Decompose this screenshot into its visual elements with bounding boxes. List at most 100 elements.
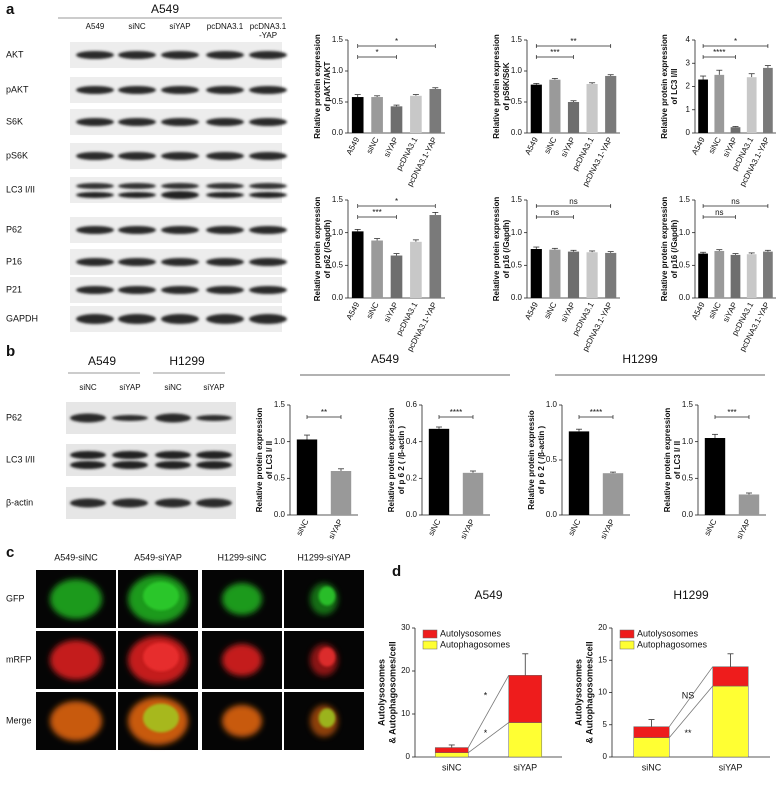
y-tick-label: 0.5 — [511, 260, 523, 269]
annotation: NS — [682, 691, 695, 701]
band — [206, 51, 244, 59]
bar — [530, 249, 542, 298]
y-tick-label: 0.0 — [332, 128, 344, 137]
band — [76, 226, 114, 234]
row-label: LC3 I/II — [6, 184, 35, 194]
lane-label: pcDNA3.1 — [207, 22, 244, 31]
y-axis-label: & Autophagosomes/cell — [387, 641, 397, 743]
blot-strip — [70, 177, 282, 203]
connector — [668, 685, 714, 738]
annotation: * — [484, 728, 488, 738]
y-tick-label: 0 — [406, 752, 411, 761]
bar-segment — [508, 675, 543, 723]
band — [118, 183, 156, 189]
y-axis-label: of pS6K/S6K — [502, 62, 511, 110]
y-tick-label: 1 — [686, 105, 691, 114]
band — [112, 415, 148, 421]
bar — [730, 127, 741, 133]
bar-segment — [633, 737, 670, 758]
y-axis-label: Relative protein expression — [313, 34, 322, 139]
band — [161, 152, 199, 160]
bar — [714, 250, 725, 298]
lane-label: pcDNA3.1 — [250, 22, 287, 31]
y-axis-label: of LC3 I/II — [670, 69, 679, 105]
significance: *** — [550, 48, 559, 57]
y-axis-label: Autolysosomes — [573, 659, 583, 726]
y-axis-label: of LC3 I/ II — [265, 441, 274, 479]
y-tick-label: 20 — [598, 623, 607, 632]
puncta — [318, 708, 336, 728]
y-tick-label: 0.0 — [546, 510, 558, 519]
band — [249, 51, 287, 59]
y-tick-label: 1.0 — [274, 437, 286, 446]
band — [76, 314, 114, 324]
band — [249, 286, 287, 294]
y-axis-label: Relative protein expression — [660, 197, 669, 302]
y-tick-label: 30 — [401, 623, 410, 632]
row-label: pS6K — [6, 150, 28, 160]
y-tick-label: 0.5 — [274, 473, 286, 482]
y-axis-label: Relative protein expression — [387, 408, 396, 513]
y-tick-label: 1.0 — [511, 66, 523, 75]
column-label: H1299-siYAP — [297, 552, 350, 562]
x-tick-label: siYAP — [719, 762, 743, 772]
y-axis-label: of p 6 2 ( /β-actin ) — [397, 425, 406, 494]
y-tick-label: 1.0 — [679, 228, 691, 237]
chart-title: A549 — [474, 588, 502, 602]
band — [76, 258, 114, 266]
y-tick-label: 0.0 — [274, 510, 286, 519]
bar — [602, 473, 624, 515]
band — [118, 86, 156, 94]
bar — [351, 231, 364, 298]
bar — [296, 439, 318, 515]
connector — [467, 675, 510, 748]
y-tick-label: 0.5 — [511, 97, 523, 106]
y-tick-label: 1.0 — [546, 400, 558, 409]
y-tick-label: 0.0 — [682, 510, 694, 519]
y-tick-label: 15 — [598, 655, 607, 664]
y-axis-label: of p62 (/Gapdh) — [323, 219, 332, 278]
y-tick-label: 0.5 — [546, 455, 558, 464]
group-label: A549 — [371, 352, 399, 366]
bar — [351, 97, 364, 133]
band — [70, 413, 106, 423]
y-tick-label: 1.0 — [332, 66, 344, 75]
group-label: H1299 — [622, 352, 658, 366]
band — [206, 286, 244, 294]
band — [249, 258, 287, 266]
band — [76, 183, 114, 189]
lane-label: A549 — [86, 22, 105, 31]
y-tick-label: 20 — [401, 666, 410, 675]
bar — [530, 84, 542, 133]
significance: ns — [569, 197, 577, 206]
bar — [549, 249, 561, 298]
bar — [746, 77, 757, 133]
row-label: GFP — [6, 593, 25, 603]
significance: **** — [713, 48, 725, 57]
y-tick-label: 0.0 — [332, 293, 344, 302]
cell — [222, 705, 262, 737]
band — [76, 118, 114, 126]
band — [196, 415, 232, 421]
y-tick-label: 1.0 — [332, 228, 344, 237]
bar — [586, 252, 598, 298]
puncta — [318, 647, 336, 667]
y-axis-label: Autolysosomes — [376, 659, 386, 726]
row-label: GAPDH — [6, 313, 38, 323]
band — [118, 152, 156, 160]
x-tick-label: siYAP — [513, 762, 537, 772]
y-tick-label: 0.0 — [679, 293, 691, 302]
x-tick-label: siNC — [442, 762, 462, 772]
y-tick-label: 0 — [686, 128, 691, 137]
band — [206, 118, 244, 126]
bar — [390, 255, 403, 298]
row-label: LC3 I/II — [6, 454, 35, 464]
y-tick-label: 0.6 — [406, 400, 418, 409]
band — [249, 118, 287, 126]
y-axis-label: of p16 (/Gapdh) — [670, 219, 679, 278]
band — [161, 191, 199, 199]
band — [155, 451, 191, 459]
bar — [730, 254, 741, 298]
band — [70, 461, 106, 469]
